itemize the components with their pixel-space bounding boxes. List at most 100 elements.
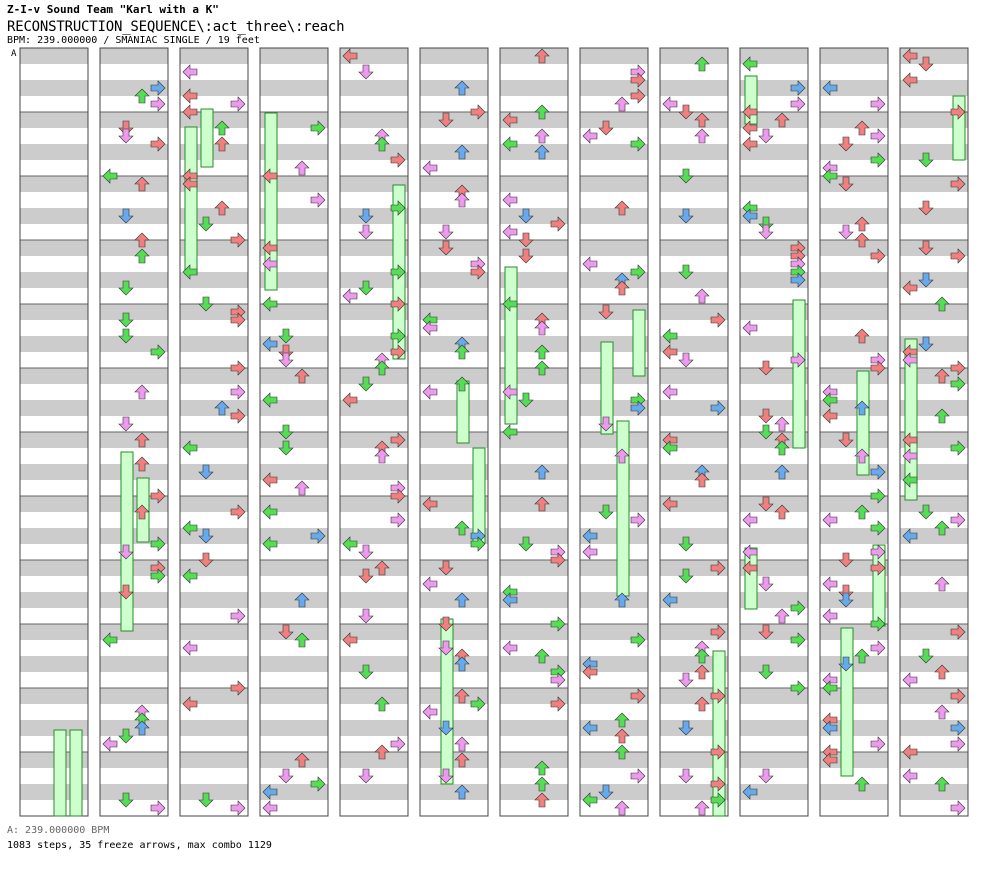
step-arrow-down [678, 672, 694, 688]
beat-stripe [500, 208, 568, 224]
step-arrow-right [950, 688, 966, 704]
step-arrow-up [454, 80, 470, 96]
step-arrow-up [454, 144, 470, 160]
step-arrow-left [102, 632, 118, 648]
step-arrow-down [118, 544, 134, 560]
step-arrow-right [710, 792, 726, 808]
beat-stripe [820, 400, 888, 416]
beat-stripe [900, 752, 968, 768]
column-border [259, 47, 329, 817]
beat-stripe [260, 688, 328, 704]
step-arrow-down [678, 768, 694, 784]
step-arrow-down [518, 232, 534, 248]
step-arrow-down [438, 768, 454, 784]
step-arrow-down [838, 592, 854, 608]
beat-stripe [500, 752, 568, 768]
beat-stripe [500, 144, 568, 160]
step-arrow-left [582, 792, 598, 808]
freeze-arrow [744, 75, 758, 125]
column-border [99, 47, 169, 817]
step-arrow-down [518, 536, 534, 552]
beat-stripe [20, 336, 88, 352]
step-arrow-up [454, 688, 470, 704]
beat-stripe [580, 144, 648, 160]
step-arrow-right [630, 136, 646, 152]
beat-stripe [20, 592, 88, 608]
beat-stripe [900, 176, 968, 192]
step-arrow-right [390, 296, 406, 312]
beat-stripe [180, 496, 248, 512]
beat-stripe [420, 304, 488, 320]
step-arrow-right [470, 264, 486, 280]
step-arrow-right [950, 624, 966, 640]
beat-stripe [500, 496, 568, 512]
beat-stripe [580, 592, 648, 608]
step-arrow-up [534, 776, 550, 792]
beat-stripe [660, 112, 728, 128]
step-arrow-up [614, 728, 630, 744]
beat-stripe [260, 592, 328, 608]
beat-stripe [740, 208, 808, 224]
beat-stripe [100, 80, 168, 96]
beat-stripe [260, 336, 328, 352]
beat-stripe [260, 432, 328, 448]
beat-stripe [820, 240, 888, 256]
step-arrow-down [838, 552, 854, 568]
beat-stripe [660, 464, 728, 480]
step-arrow-left [182, 568, 198, 584]
step-arrow-left [822, 608, 838, 624]
step-arrow-down [278, 624, 294, 640]
beat-stripe [420, 496, 488, 512]
beat-stripe [100, 112, 168, 128]
step-arrow-left [742, 104, 758, 120]
step-arrow-down [758, 216, 774, 232]
step-arrow-down [438, 112, 454, 128]
beat-stripe [820, 688, 888, 704]
beat-stripe [580, 656, 648, 672]
beat-stripe [580, 624, 648, 640]
beat-stripe [20, 368, 88, 384]
step-arrow-left [342, 392, 358, 408]
column-border [339, 47, 409, 817]
beat-stripe [740, 368, 808, 384]
step-arrow-right [310, 120, 326, 136]
step-arrow-down [278, 352, 294, 368]
beat-stripe [100, 688, 168, 704]
step-arrow-up [534, 464, 550, 480]
beat-stripe [100, 752, 168, 768]
step-arrow-right [150, 80, 166, 96]
step-arrow-left [262, 504, 278, 520]
step-arrow-left [182, 696, 198, 712]
step-arrow-right [230, 608, 246, 624]
step-arrow-down [358, 568, 374, 584]
beat-stripe [740, 144, 808, 160]
freeze-arrow [600, 341, 614, 435]
beat-stripe [500, 592, 568, 608]
step-arrow-down [518, 208, 534, 224]
step-arrow-left [822, 408, 838, 424]
step-arrow-down [278, 440, 294, 456]
beat-stripe [820, 80, 888, 96]
beat-stripe [420, 688, 488, 704]
step-arrow-up [454, 592, 470, 608]
step-arrow-up [774, 416, 790, 432]
step-arrow-right [390, 200, 406, 216]
beat-stripe [180, 48, 248, 64]
step-arrow-down [838, 176, 854, 192]
step-arrow-right [630, 768, 646, 784]
chart-column [739, 47, 809, 817]
beat-stripe [500, 656, 568, 672]
step-arrow-down [278, 768, 294, 784]
step-arrow-up [774, 440, 790, 456]
step-arrow-down [118, 416, 134, 432]
beat-stripe [180, 368, 248, 384]
step-arrow-right [950, 104, 966, 120]
beat-stripe [340, 496, 408, 512]
step-arrow-up [214, 400, 230, 416]
beat-stripe [820, 176, 888, 192]
step-arrow-down [758, 624, 774, 640]
beat-stripe [420, 80, 488, 96]
beat-stripe [820, 368, 888, 384]
beat-stripe [340, 112, 408, 128]
beat-stripe [340, 304, 408, 320]
